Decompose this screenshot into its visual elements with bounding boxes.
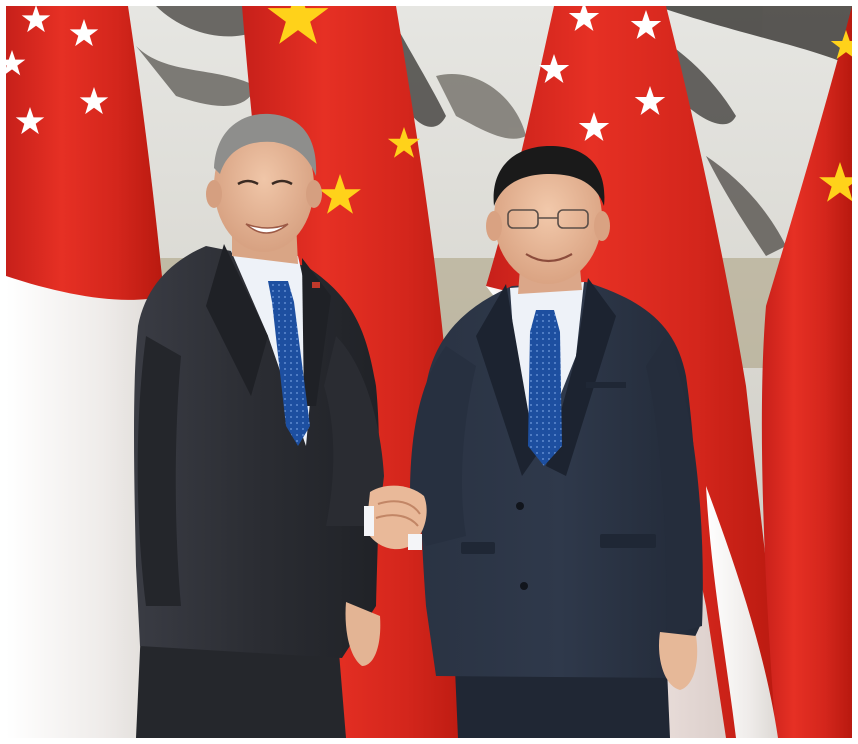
tie-right: [528, 310, 562, 466]
hair-left: [214, 113, 317, 176]
photo-frame: [6, 6, 852, 738]
face-left: [214, 120, 314, 252]
tie-left: [268, 281, 310, 446]
flag-pin: [312, 282, 320, 288]
man-left: [134, 113, 384, 738]
suit-jacket-right: [420, 282, 700, 678]
man-right: [410, 146, 703, 738]
glasses: [507, 209, 589, 229]
handshake: [364, 485, 427, 550]
handshake-photo: [6, 6, 852, 738]
china-flag-right: [706, 6, 852, 738]
singapore-flag-left: [6, 6, 166, 738]
hair-right: [493, 146, 605, 206]
